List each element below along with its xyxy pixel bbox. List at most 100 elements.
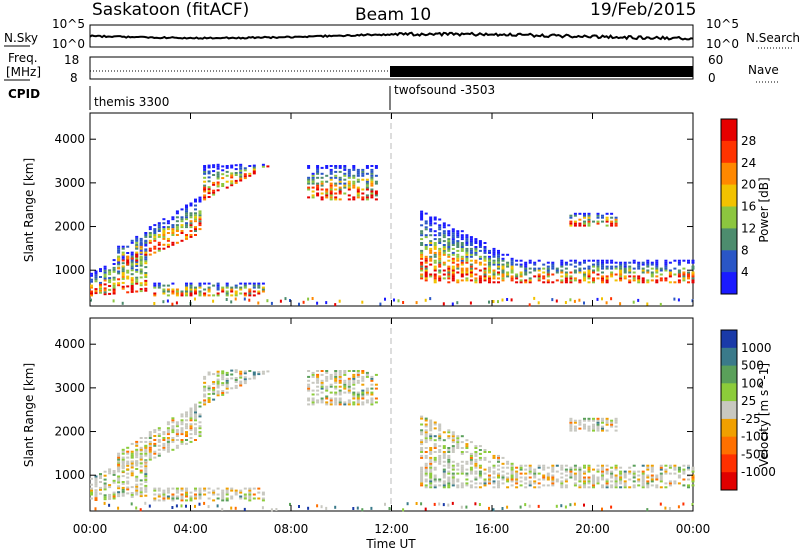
scatter-cell (424, 417, 428, 420)
scatter-cell (583, 417, 586, 420)
scatter-cell (185, 413, 188, 416)
scatter-cell (212, 294, 216, 297)
scatter-cell (460, 238, 464, 241)
scatter-cell (189, 413, 193, 416)
scatter-cell (460, 435, 464, 438)
scatter-cell (212, 284, 216, 287)
scatter-cell (433, 242, 437, 244)
scatter-cell (343, 168, 347, 171)
scatter-cell (257, 292, 261, 295)
scatter-cell (451, 267, 455, 270)
scatter-cell (614, 466, 618, 469)
scatter-cell (90, 497, 93, 500)
scatter-cell (542, 476, 546, 479)
scatter-cell (171, 224, 175, 227)
scatter-cell (478, 445, 482, 448)
scatter-cell (252, 166, 256, 169)
scatter-cell (307, 399, 311, 402)
scatter-cell (139, 448, 143, 451)
scatter-cell (320, 172, 324, 175)
scatter-cell (433, 234, 437, 237)
scatter-cell (185, 431, 188, 434)
scatter-cell (442, 468, 446, 471)
scatter-cell (103, 279, 107, 282)
scatter-cell (433, 247, 437, 250)
scatter-cell (239, 382, 243, 385)
scatter-cell (347, 186, 351, 189)
scatter-cell (252, 493, 256, 496)
scatter-cell (488, 466, 491, 469)
scatter-cell (415, 301, 418, 305)
scatter-cell (506, 265, 510, 268)
nsky-tick-bottom: 10^0 (52, 37, 85, 51)
scatter-cell (433, 447, 437, 449)
ytick-label: 4000 (54, 337, 85, 351)
scatter-cell (628, 271, 632, 274)
scatter-cell (673, 273, 677, 276)
colorbar-tick: 12 (741, 221, 756, 235)
scatter-cell (198, 216, 202, 219)
scatter-cell (483, 275, 487, 278)
scatter-cell (601, 417, 604, 420)
scatter-cell (483, 480, 487, 483)
scatter-cell (492, 259, 496, 262)
scatter-cell (239, 175, 243, 178)
scatter-cell (438, 218, 442, 221)
scatter-cell (307, 165, 311, 167)
colorbar-swatch (721, 330, 737, 349)
freq-tick-bottom: 8 (70, 71, 78, 85)
scatter-cell (542, 263, 546, 266)
scatter-cell (619, 470, 623, 473)
scatter-cell (157, 243, 161, 246)
scatter-cell (153, 439, 157, 441)
scatter-cell (121, 272, 125, 274)
scatter-cell (447, 281, 451, 284)
scatter-cell (194, 290, 197, 293)
scatter-cell (112, 276, 116, 279)
scatter-cell (374, 401, 378, 404)
scatter-cell (560, 279, 564, 282)
scatter-cell (162, 247, 166, 250)
scatter-cell (501, 253, 505, 256)
scatter-cell (384, 502, 386, 506)
scatter-cell (189, 433, 193, 436)
scatter-cell (478, 456, 482, 459)
scatter-cell (442, 236, 446, 239)
scatter-cell (573, 261, 577, 264)
scatter-cell (175, 290, 179, 293)
scatter-cell (442, 452, 446, 455)
scatter-cell (347, 387, 351, 390)
scatter-cell (175, 491, 179, 494)
scatter-cell (166, 431, 170, 434)
scatter-cell (587, 417, 591, 420)
scatter-cell (433, 466, 437, 469)
scatter-cell (248, 491, 252, 494)
scatter-cell (596, 427, 600, 430)
scatter-cell (451, 251, 455, 254)
scatter-cell (185, 222, 188, 225)
scatter-cell (542, 484, 546, 487)
scatter-cell (682, 502, 685, 506)
scatter-cell (130, 495, 134, 498)
scatter-cell (144, 253, 148, 256)
scatter-cell (194, 216, 197, 219)
scatter-cell (433, 216, 437, 219)
scatter-cell (157, 286, 161, 289)
scatter-cell (121, 475, 125, 478)
scatter-cell (569, 468, 573, 471)
scatter-cell (230, 184, 234, 187)
scatter-cell (605, 421, 609, 424)
scatter-cell (243, 493, 247, 496)
scatter-cell (438, 437, 442, 440)
scatter-cell (677, 273, 681, 276)
scatter-cell (121, 486, 125, 489)
scatter-cell (112, 270, 116, 273)
scatter-cell (103, 293, 107, 296)
scatter-cell (316, 385, 320, 388)
scatter-cell (573, 299, 576, 303)
scatter-cell (492, 480, 496, 483)
scatter-cell (483, 269, 487, 272)
scatter-cell (420, 210, 424, 213)
scatter-cell (478, 452, 482, 455)
scatter-cell (677, 279, 681, 282)
